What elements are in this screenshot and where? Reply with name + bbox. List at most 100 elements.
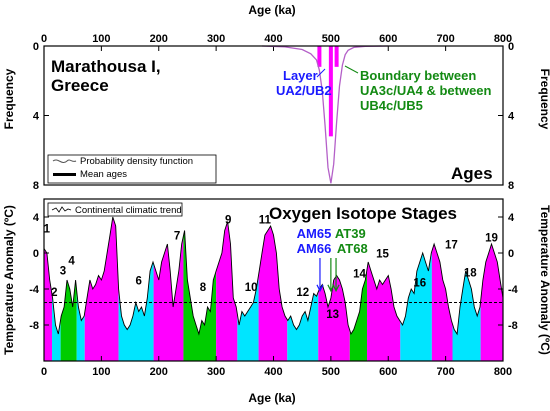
top-y-ticks-right: 0 4 8 bbox=[498, 41, 515, 192]
top-legend: Probability density function Mean ages bbox=[47, 154, 217, 184]
bottom-title: Oxygen Isotope Stages bbox=[269, 204, 457, 223]
bottom-y-ticks-right: 4 0 -4 -8 bbox=[498, 212, 519, 332]
bottom-x-ticks: 0 100 200 300 400 500 600 700 800 bbox=[41, 356, 512, 378]
stage-label: 9 bbox=[225, 214, 231, 226]
top-x-axis-label: Age (ka) bbox=[248, 3, 295, 17]
area-mask bbox=[44, 199, 503, 334]
top-x-tick-label: 600 bbox=[379, 33, 397, 45]
stage-label: 7 bbox=[174, 231, 180, 243]
stage-label: 6 bbox=[135, 276, 141, 288]
top-y-tick-label-left: 0 bbox=[33, 41, 39, 53]
bottom-x-tick-label: 200 bbox=[150, 366, 168, 378]
marker-am65-label: AM65 bbox=[297, 226, 332, 241]
mean-age-bar bbox=[328, 46, 333, 137]
top-x-tick-label: 800 bbox=[494, 33, 512, 45]
stage-label: 12 bbox=[296, 287, 309, 299]
stage-label: 17 bbox=[445, 240, 458, 252]
bottom-x-tick-label: 400 bbox=[264, 366, 282, 378]
legend-mean-label: Mean ages bbox=[80, 169, 127, 180]
legend-trend-label: Continental climatic trend bbox=[75, 205, 182, 216]
boundary-pointer bbox=[344, 65, 359, 74]
stage-label: 1 bbox=[44, 223, 51, 235]
marker-arrowhead bbox=[316, 284, 324, 293]
bottom-y-tick-label-left: -4 bbox=[29, 284, 40, 296]
bottom-legend: Continental climatic trend bbox=[47, 202, 183, 217]
mean-age-bars bbox=[317, 46, 339, 137]
top-x-tick-label: 200 bbox=[150, 33, 168, 45]
legend-pdf-label: Probability density function bbox=[80, 156, 193, 167]
stage-label: 3 bbox=[60, 266, 66, 278]
layer-pointer bbox=[316, 68, 326, 78]
bottom-y-tick-label-left: 0 bbox=[33, 248, 39, 260]
bottom-y-tick-label-left: -8 bbox=[29, 320, 39, 332]
stage-label: 4 bbox=[68, 256, 75, 268]
stage-label: 11 bbox=[259, 214, 272, 226]
stage-label: 14 bbox=[353, 268, 366, 280]
bottom-y-tick-label-right: -4 bbox=[508, 284, 519, 296]
top-y-axis-label-right: Frequency bbox=[538, 69, 550, 130]
legend-mean-swatch bbox=[53, 173, 76, 176]
top-x-tick-label: 700 bbox=[436, 33, 454, 45]
layer-label-line2: UA2/UB2 bbox=[276, 83, 332, 98]
boundary-label-line1: Boundary between bbox=[360, 68, 476, 83]
marker-lines bbox=[316, 258, 340, 293]
stage-label: 13 bbox=[326, 309, 339, 321]
bottom-panel: 12345678910111213141516171819 Oxygen Iso… bbox=[2, 198, 550, 405]
marker-at68-label: AT68 bbox=[337, 241, 368, 256]
stage-label: 16 bbox=[413, 277, 426, 289]
bottom-y-axis-label-left: Temperature Anomaly (ºC) bbox=[2, 205, 16, 355]
marker-arrowhead bbox=[327, 284, 335, 293]
top-x-tick-label: 100 bbox=[92, 33, 110, 45]
layer-label-line1: Layer bbox=[283, 68, 318, 83]
stage-label: 18 bbox=[464, 267, 477, 279]
top-y-ticks-left: 0 4 8 bbox=[33, 41, 49, 192]
marker-arrowhead bbox=[332, 284, 340, 293]
legend-pdf-swatch bbox=[52, 159, 77, 164]
top-y-axis-label-left: Frequency bbox=[2, 68, 16, 129]
bottom-plot-frame bbox=[43, 198, 504, 362]
boundary-label-line2: UA3c/UA4 & between bbox=[360, 83, 492, 98]
mean-age-bar bbox=[334, 46, 339, 67]
bottom-x-tick-label: 300 bbox=[207, 366, 225, 378]
bottom-y-ticks-left: 4 0 -4 -8 bbox=[29, 212, 49, 332]
climatic-trend-line bbox=[43, 216, 504, 336]
top-legend-box bbox=[47, 154, 217, 184]
top-x-tick-label: 400 bbox=[264, 33, 282, 45]
top-x-tick-label: 0 bbox=[41, 33, 47, 45]
stage-labels: 12345678910111213141516171819 bbox=[44, 204, 498, 321]
bottom-x-tick-label: 500 bbox=[322, 366, 340, 378]
bottom-x-tick-label: 700 bbox=[436, 366, 454, 378]
bottom-x-tick-label: 100 bbox=[92, 366, 110, 378]
top-y-tick-label-left: 4 bbox=[33, 111, 40, 123]
top-y-tick-label-right: 8 bbox=[508, 180, 514, 192]
legend-trend-swatch bbox=[51, 206, 72, 213]
bottom-y-tick-label-right: -8 bbox=[508, 320, 518, 332]
boundary-label-line3: UB4c/UB5 bbox=[360, 98, 423, 113]
mean-age-bar bbox=[317, 46, 322, 67]
bottom-x-tick-label: 0 bbox=[41, 366, 47, 378]
top-y-tick-label-right: 4 bbox=[508, 111, 515, 123]
stage-band bbox=[44, 199, 53, 361]
ages-panel-label: Ages bbox=[451, 164, 493, 183]
stage-label: 19 bbox=[485, 232, 498, 244]
top-y-tick-label-right: 0 bbox=[508, 41, 514, 53]
site-title-line1: Marathousa I, bbox=[51, 57, 161, 76]
top-x-ticks: 0 100 200 300 400 500 600 700 800 bbox=[41, 33, 512, 51]
top-y-tick-label-left: 8 bbox=[33, 180, 39, 192]
top-panel: Age (ka) 0 100 200 300 400 500 600 700 800 0 4 8 0… bbox=[2, 3, 550, 192]
bottom-y-axis-label-right: Temperature Anomaly (ºC) bbox=[538, 205, 550, 355]
top-x-tick-label: 300 bbox=[207, 33, 225, 45]
stage-label: 10 bbox=[245, 282, 258, 294]
bottom-x-tick-label: 600 bbox=[379, 366, 397, 378]
marker-at39-label: AT39 bbox=[335, 226, 366, 241]
bottom-y-tick-label-right: 4 bbox=[508, 212, 515, 224]
top-plot-frame bbox=[43, 45, 504, 186]
marker-am66-label: AM66 bbox=[297, 241, 332, 256]
bottom-x-tick-label: 800 bbox=[494, 366, 512, 378]
bottom-x-axis-label: Age (ka) bbox=[248, 391, 295, 405]
stage-label: 2 bbox=[51, 287, 57, 299]
pdf-curve bbox=[261, 45, 389, 184]
stage-label: 8 bbox=[200, 282, 207, 294]
top-x-tick-label: 500 bbox=[322, 33, 340, 45]
